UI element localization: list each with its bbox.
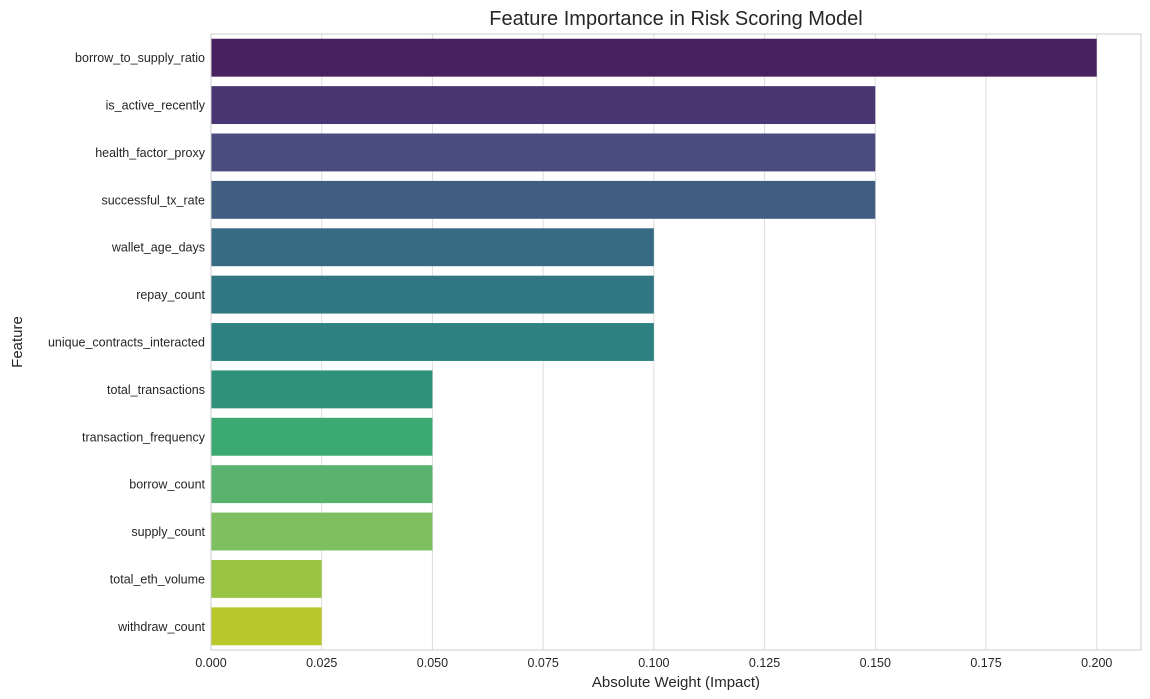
bar-supply-count — [211, 512, 433, 551]
x-tick-label: 0.025 — [306, 656, 337, 670]
y-tick-label: supply_count — [131, 525, 205, 539]
y-tick-label: total_eth_volume — [110, 572, 205, 586]
bar-unique-contracts-interacted — [211, 323, 654, 361]
chart-title: Feature Importance in Risk Scoring Model — [489, 8, 863, 30]
x-tick-label: 0.150 — [860, 656, 891, 670]
y-tick-label: borrow_to_supply_ratio — [75, 51, 205, 65]
bar-withdraw-count — [211, 607, 322, 646]
bar-total-eth-volume — [211, 559, 322, 598]
x-tick-label: 0.100 — [638, 656, 669, 670]
bar-is-active-recently — [211, 86, 876, 125]
y-tick-label: unique_contracts_interacted — [48, 336, 205, 350]
y-tick-label: health_factor_proxy — [95, 146, 206, 160]
x-tick-label: 0.050 — [417, 656, 448, 670]
y-tick-label: wallet_age_days — [111, 241, 205, 255]
y-tick-label: borrow_count — [129, 478, 205, 492]
bar-wallet-age-days — [211, 228, 654, 267]
bar-transaction-frequency — [211, 417, 433, 456]
bar-total-transactions — [211, 370, 433, 409]
x-axis-label: Absolute Weight (Impact) — [592, 674, 760, 691]
y-tick-label: withdraw_count — [117, 620, 205, 634]
bar-successful-tx-rate — [211, 180, 876, 219]
x-tick-label: 0.075 — [528, 656, 559, 670]
x-tick-label: 0.000 — [195, 656, 226, 670]
bars — [211, 38, 1097, 646]
x-tick-label: 0.175 — [970, 656, 1001, 670]
bar-borrow-to-supply-ratio — [211, 38, 1097, 77]
x-tick-label: 0.125 — [749, 656, 780, 670]
y-tick-label: successful_tx_rate — [101, 193, 205, 207]
bar-health-factor-proxy — [211, 133, 876, 172]
x-tick-labels: 0.000 0.025 0.050 0.075 0.100 0.125 0.150 0.175… — [195, 656, 1112, 670]
x-tick-label: 0.200 — [1081, 656, 1112, 670]
plot-frame — [210, 33, 1142, 651]
y-tick-label: total_transactions — [107, 383, 205, 397]
bar-borrow-count — [211, 465, 433, 504]
bar-repay-count — [211, 275, 654, 314]
y-tick-label: transaction_frequency — [82, 430, 206, 444]
y-tick-label: repay_count — [136, 288, 205, 302]
y-axis-label: Feature — [9, 316, 26, 368]
y-tick-labels: borrow_to_supply_ratio is_active_recently… — [48, 51, 206, 634]
y-tick-label: is_active_recently — [106, 99, 206, 113]
